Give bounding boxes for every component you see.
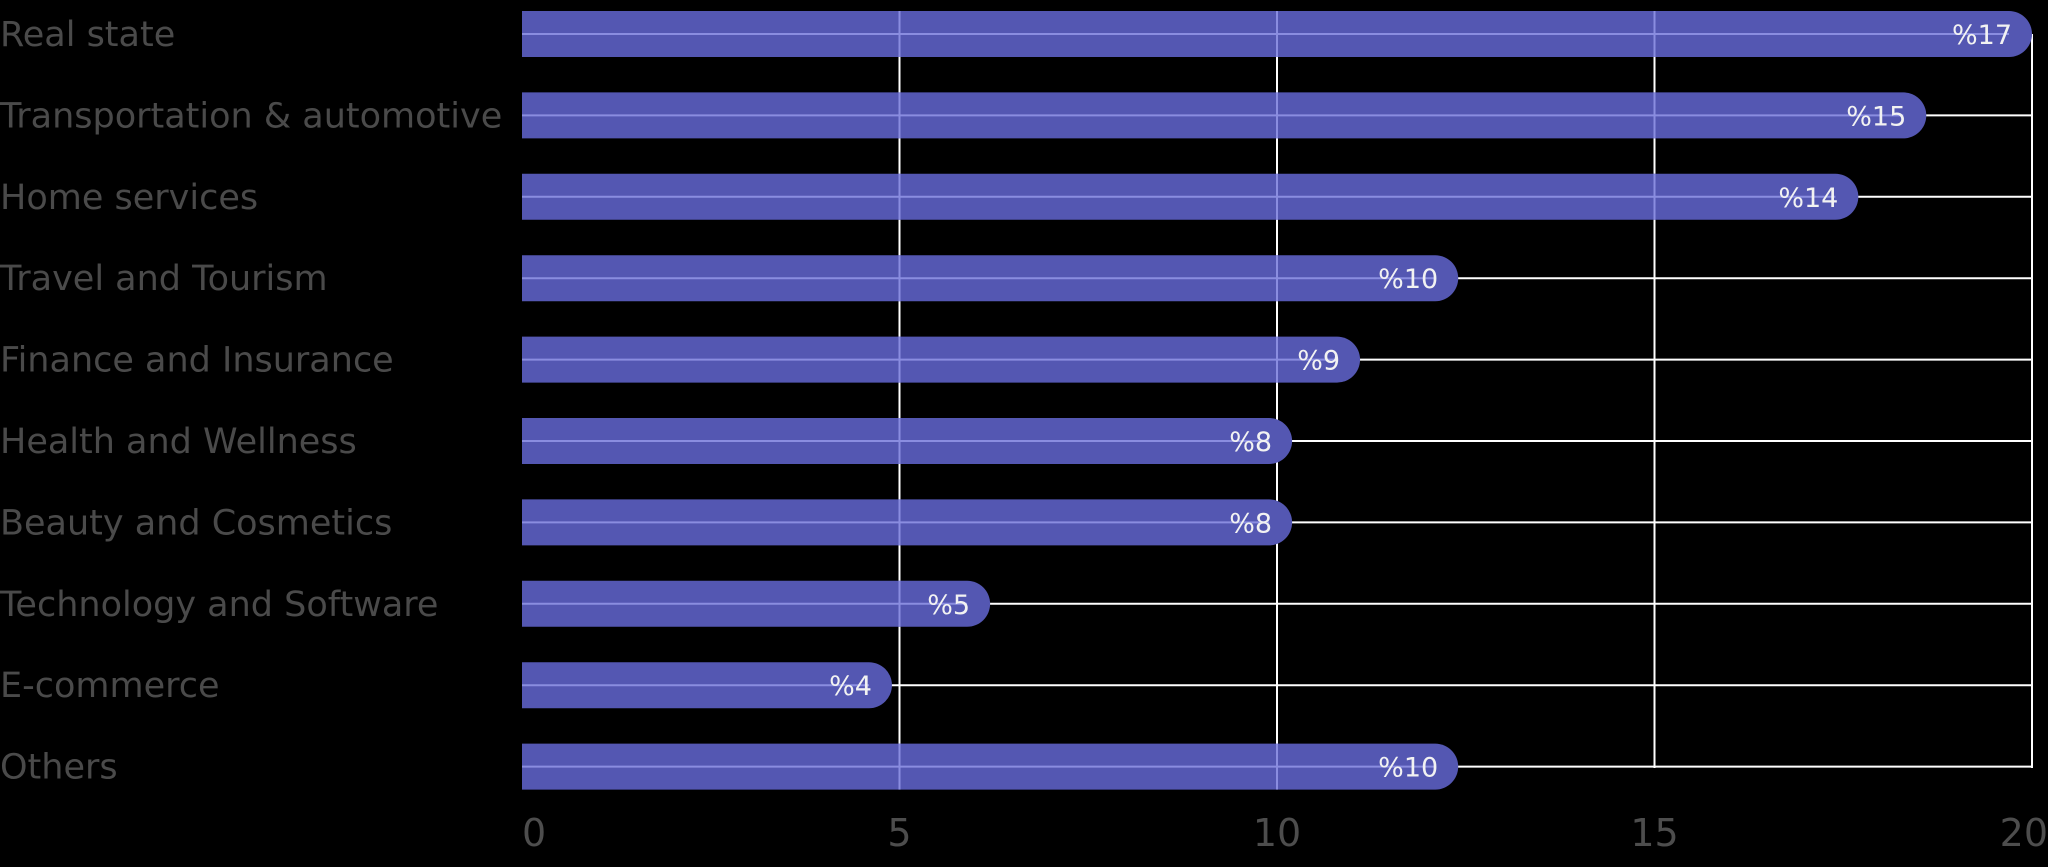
value-label: %10 xyxy=(1378,753,1438,784)
x-tick-label: 5 xyxy=(887,811,911,855)
value-label: %14 xyxy=(1778,183,1838,214)
grid-lines xyxy=(522,33,2033,768)
category-label: Home services xyxy=(0,178,258,218)
category-labels: Real state Transportation & automotive Hom… xyxy=(0,15,502,788)
value-label: %8 xyxy=(1229,427,1272,458)
value-label: %5 xyxy=(927,590,970,621)
x-tick-label: 10 xyxy=(1253,811,1301,855)
category-label: E-commerce xyxy=(0,666,220,706)
category-label: Real state xyxy=(0,15,175,55)
x-axis-ticks: 0 5 10 15 20 xyxy=(522,811,2048,855)
bars xyxy=(522,11,2032,790)
value-label: %9 xyxy=(1297,346,1340,377)
category-label: Transportation & automotive xyxy=(0,96,502,136)
category-label: Beauty and Cosmetics xyxy=(0,503,392,543)
value-label: %15 xyxy=(1846,101,1906,132)
category-label: Others xyxy=(0,748,118,788)
x-tick-label: 0 xyxy=(522,811,546,855)
value-labels: %17 %15 %14 %10 %9 %8 %8 %5 %4 %10 xyxy=(829,20,2012,784)
value-label: %10 xyxy=(1378,264,1438,295)
category-label: Technology and Software xyxy=(0,585,438,625)
value-label: %4 xyxy=(829,671,872,702)
category-label: Health and Wellness xyxy=(0,422,357,462)
value-label: %8 xyxy=(1229,508,1272,539)
category-label: Finance and Insurance xyxy=(0,341,394,381)
category-label: Travel and Tourism xyxy=(0,259,328,299)
value-label: %17 xyxy=(1952,20,2012,51)
x-tick-label: 20 xyxy=(2000,811,2048,855)
x-tick-label: 15 xyxy=(1630,811,1678,855)
